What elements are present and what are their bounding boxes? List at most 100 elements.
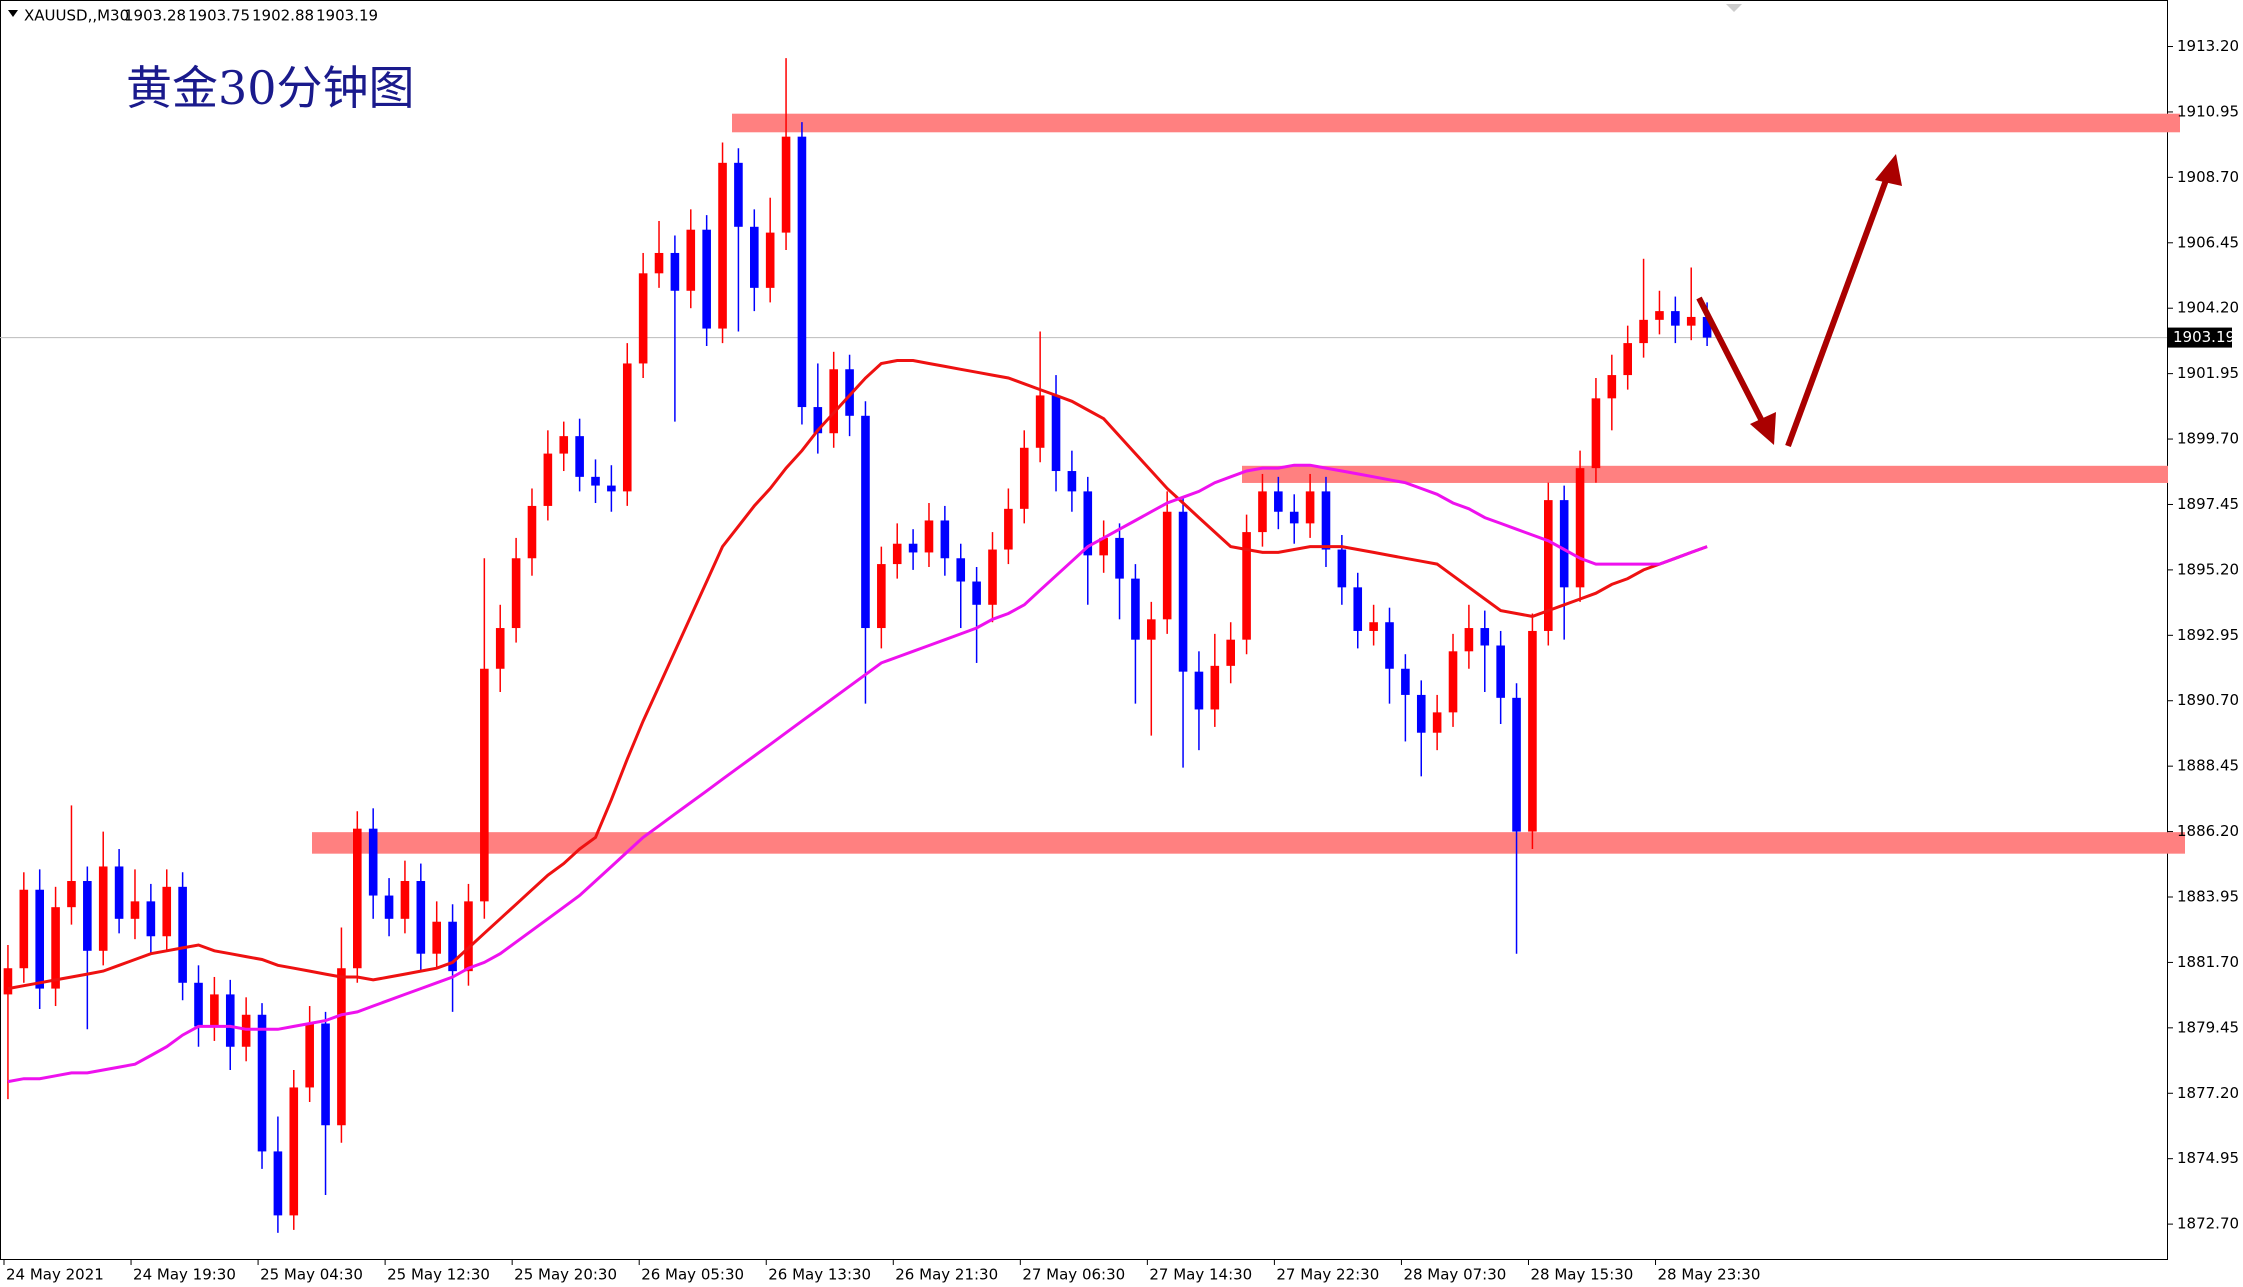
candle-body — [130, 901, 140, 919]
candle-body — [1401, 668, 1410, 695]
candle-body — [1655, 311, 1664, 320]
shift-marker — [1726, 4, 1742, 12]
candle-body — [146, 901, 156, 937]
candle-body — [35, 889, 44, 989]
candle-body — [718, 162, 727, 329]
candle-body — [813, 407, 823, 434]
candle-body — [51, 907, 60, 989]
candle-body — [1353, 587, 1363, 631]
x-tick-label: 28 May 07:30 — [1403, 1266, 1506, 1284]
candle-body — [861, 415, 870, 629]
candle-body — [1623, 343, 1632, 376]
quote-high: 1903.75 — [188, 7, 250, 25]
candle-body — [972, 581, 981, 605]
candle-body — [892, 543, 902, 565]
candle-body — [1004, 508, 1013, 550]
candle-body — [956, 558, 966, 582]
menu-triangle — [8, 10, 18, 17]
arrow-up — [1785, 170, 1892, 448]
candle-body — [1321, 491, 1331, 550]
plot-frame — [0, 0, 2168, 1260]
candle-body — [495, 628, 505, 669]
y-tick-label: 1895.20 — [2177, 560, 2239, 578]
candle-body — [940, 520, 950, 559]
candle-body — [575, 436, 584, 477]
candle-body — [225, 994, 235, 1047]
moving-average — [7, 463, 1708, 1084]
candle-body — [1512, 697, 1521, 832]
candle-body — [543, 453, 553, 506]
candle-body — [1051, 395, 1061, 472]
arrows — [1696, 154, 1902, 448]
candle-body — [1702, 316, 1712, 338]
last-price-label: 1903.19 — [2173, 328, 2235, 346]
x-tick-label: 28 May 23:30 — [1658, 1266, 1761, 1284]
candle-body — [114, 866, 124, 919]
y-tick-label: 1910.95 — [2177, 102, 2239, 120]
candle-body — [654, 252, 664, 274]
candle-body — [1242, 532, 1251, 640]
candle-body — [1639, 319, 1648, 344]
x-tick-label: 24 May 2021 — [6, 1266, 104, 1284]
zone — [732, 113, 2180, 133]
candle-body — [1528, 630, 1537, 832]
x-tick-label: 26 May 21:30 — [895, 1266, 998, 1284]
candle-body — [1035, 395, 1045, 448]
candle-body — [607, 485, 616, 492]
candle-body — [559, 436, 569, 454]
candle-body — [162, 886, 172, 937]
candle-body — [845, 369, 854, 416]
candle-body — [1369, 622, 1378, 631]
y-tick-label: 1913.20 — [2177, 37, 2239, 55]
y-tick-label: 1906.45 — [2177, 233, 2239, 251]
candle-body — [98, 866, 108, 951]
candle-body — [19, 889, 29, 969]
candle-body — [1575, 468, 1585, 588]
candle-body — [464, 901, 473, 972]
candle-body — [924, 520, 934, 553]
quote-open: 1903.28 — [124, 7, 186, 25]
candle-body — [797, 136, 807, 408]
candle-body — [1464, 628, 1474, 652]
y-tick-label: 1879.45 — [2177, 1018, 2239, 1036]
candle-body — [448, 921, 457, 972]
y-tick-label: 1908.70 — [2177, 168, 2239, 186]
candle-body — [622, 363, 632, 492]
candle-body — [1559, 500, 1569, 588]
y-tick-label: 1874.95 — [2177, 1149, 2239, 1167]
arrow-down-head — [1750, 412, 1776, 445]
candle-body — [289, 1087, 299, 1216]
candle-body — [702, 229, 711, 329]
candle-body — [1178, 511, 1188, 672]
candle-body — [1019, 447, 1029, 509]
candle-body — [1194, 671, 1204, 710]
candle-body — [194, 982, 203, 1027]
y-tick-label: 1881.70 — [2177, 953, 2239, 971]
candle-body — [527, 505, 537, 559]
candle-body — [480, 668, 489, 902]
candle-body — [1083, 491, 1093, 556]
candle-body — [670, 252, 680, 291]
candle-body — [1337, 549, 1347, 588]
candle-body — [321, 1023, 330, 1126]
candle-body — [1480, 628, 1490, 646]
candle-body — [1305, 491, 1315, 524]
candle-body — [353, 828, 362, 969]
candle-body — [591, 476, 600, 486]
candle-body — [273, 1151, 283, 1216]
candle-body — [1131, 578, 1140, 640]
y-tick-label: 1897.45 — [2177, 495, 2239, 513]
candle-body — [765, 232, 775, 288]
chart-title: 黄金30分钟图 — [126, 61, 415, 115]
candle-body — [829, 369, 838, 434]
x-tick-label: 28 May 15:30 — [1530, 1266, 1633, 1284]
x-tick-label: 25 May 20:30 — [514, 1266, 617, 1284]
candle-body — [1671, 311, 1680, 326]
candle-body — [67, 881, 76, 908]
zone — [312, 832, 2185, 854]
candle-body — [1099, 537, 1108, 556]
zone — [1242, 465, 2168, 483]
candle-body — [416, 881, 426, 954]
candle-body — [1147, 619, 1156, 640]
